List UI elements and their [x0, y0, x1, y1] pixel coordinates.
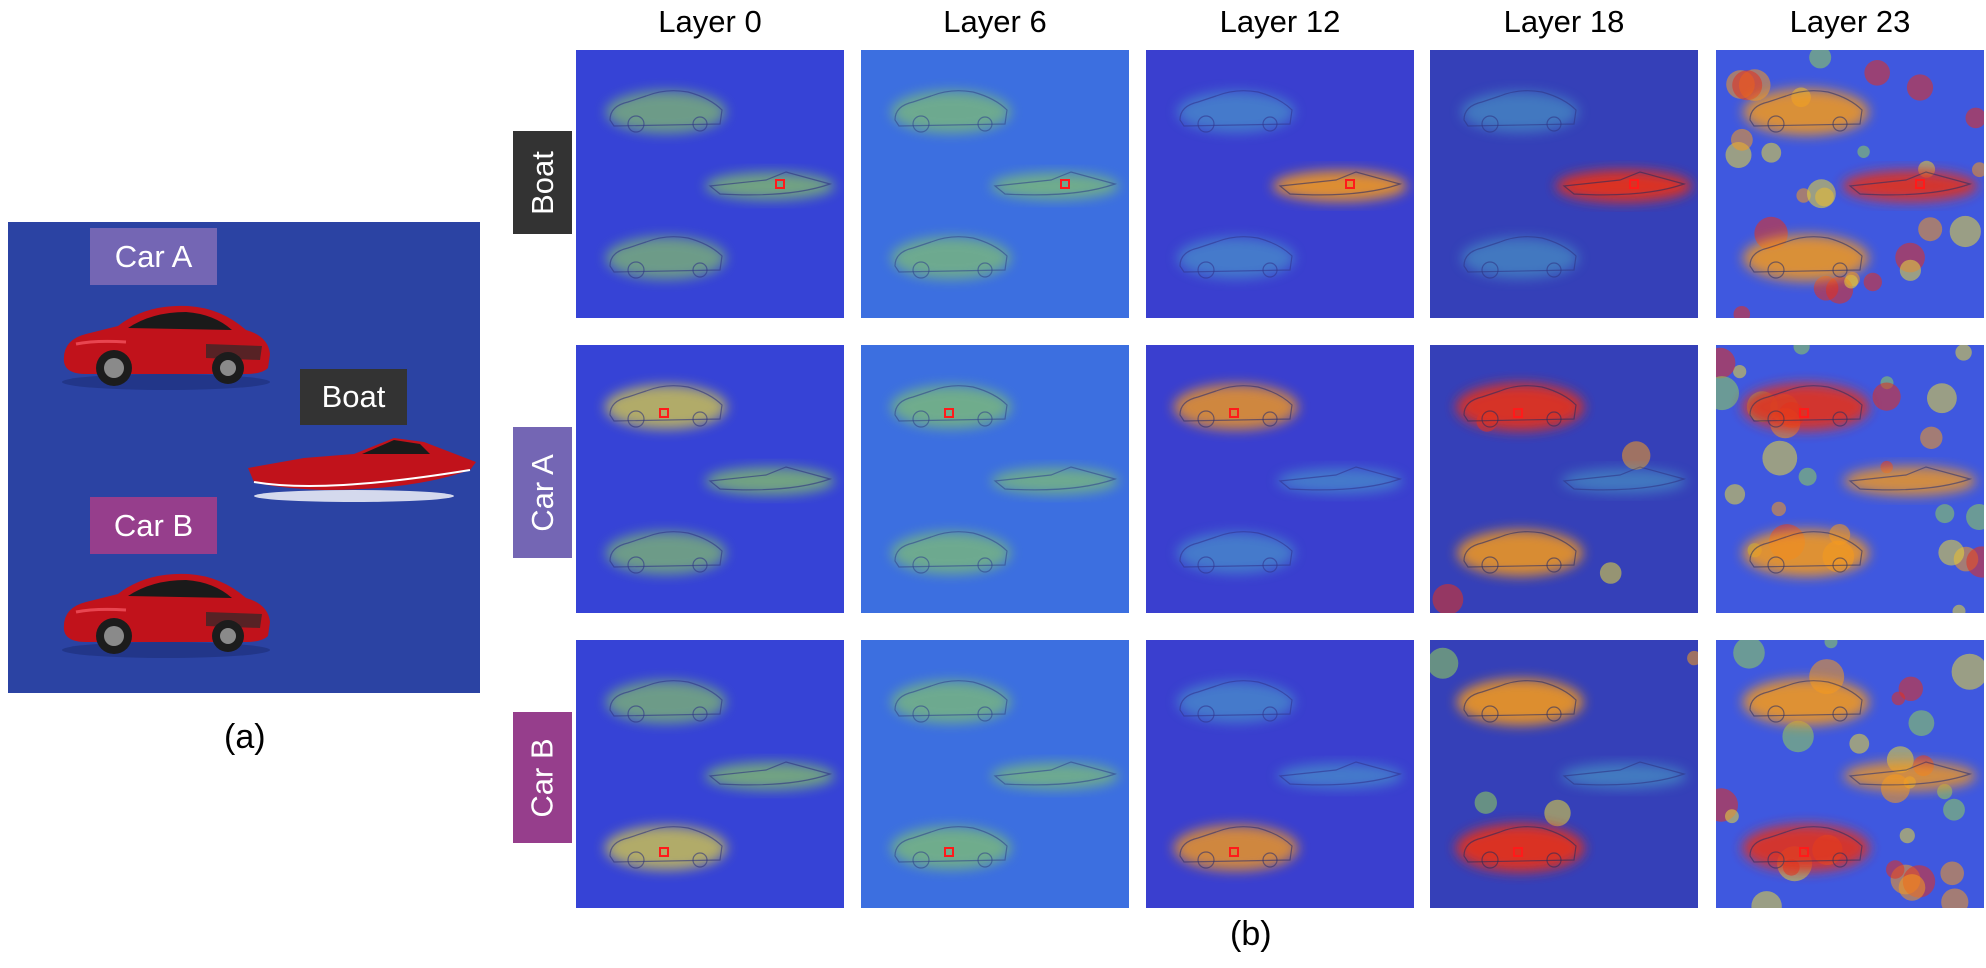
layer-header-0: Layer 0 — [658, 4, 762, 39]
heatmap-car-a-layer-6 — [861, 345, 1129, 613]
heatmap-boat-layer-23 — [1716, 50, 1984, 318]
heatmap-boat-layer-12 — [1146, 50, 1414, 318]
car-b-image — [62, 573, 270, 658]
heatmap-car-b-layer-0 — [576, 640, 844, 908]
heatmap-car-a-layer-23 — [1716, 345, 1984, 613]
heatmap-car-b-layer-12 — [1146, 640, 1414, 908]
car-a-tag: Car A — [90, 228, 217, 285]
input-scene: Car A Boat Car B — [8, 222, 480, 693]
boat-tag: Boat — [300, 369, 407, 425]
layer-header-18: Layer 18 — [1503, 4, 1625, 39]
row-label-car-a: Car A — [513, 427, 572, 558]
car-a-image — [62, 305, 270, 390]
caption-a: (a) — [224, 718, 266, 756]
caption-b: (b) — [1230, 915, 1272, 953]
layer-header-6: Layer 6 — [943, 4, 1047, 39]
row-label-car-a-text: Car A — [524, 453, 560, 532]
heatmap-boat-layer-0 — [576, 50, 844, 318]
heatmap-car-b-layer-23 — [1716, 640, 1984, 908]
heatmap-car-a-layer-18 — [1430, 345, 1698, 613]
heatmap-car-a-layer-12 — [1146, 345, 1414, 613]
row-label-boat: Boat — [513, 131, 572, 234]
heatmap-car-a-layer-0 — [576, 345, 844, 613]
heatmap-boat-layer-18 — [1430, 50, 1698, 318]
layer-header-12: Layer 12 — [1219, 4, 1341, 39]
heatmap-boat-layer-6 — [861, 50, 1129, 318]
row-label-car-b-text: Car B — [524, 737, 560, 818]
heatmap-car-b-layer-6 — [861, 640, 1129, 908]
heatmap-car-b-layer-18 — [1430, 640, 1698, 908]
boat-image — [248, 438, 476, 502]
car-b-tag: Car B — [90, 497, 217, 554]
row-label-car-b: Car B — [513, 712, 572, 843]
row-label-boat-text: Boat — [524, 150, 560, 215]
layer-header-23: Layer 23 — [1789, 4, 1911, 39]
